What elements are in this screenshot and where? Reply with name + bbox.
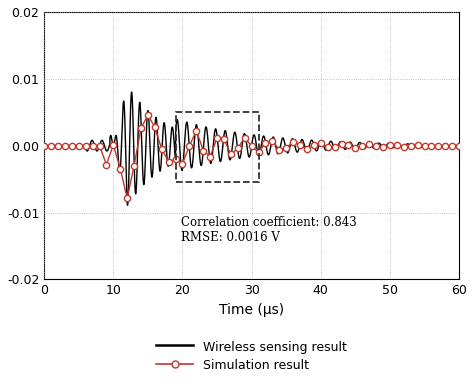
Legend: Wireless sensing result, Simulation result: Wireless sensing result, Simulation resu… — [150, 334, 354, 379]
X-axis label: Time (μs): Time (μs) — [219, 303, 284, 317]
Bar — [175, 112, 258, 182]
Text: Correlation coefficient: 0.843
RMSE: 0.0016 V: Correlation coefficient: 0.843 RMSE: 0.0… — [181, 216, 357, 244]
